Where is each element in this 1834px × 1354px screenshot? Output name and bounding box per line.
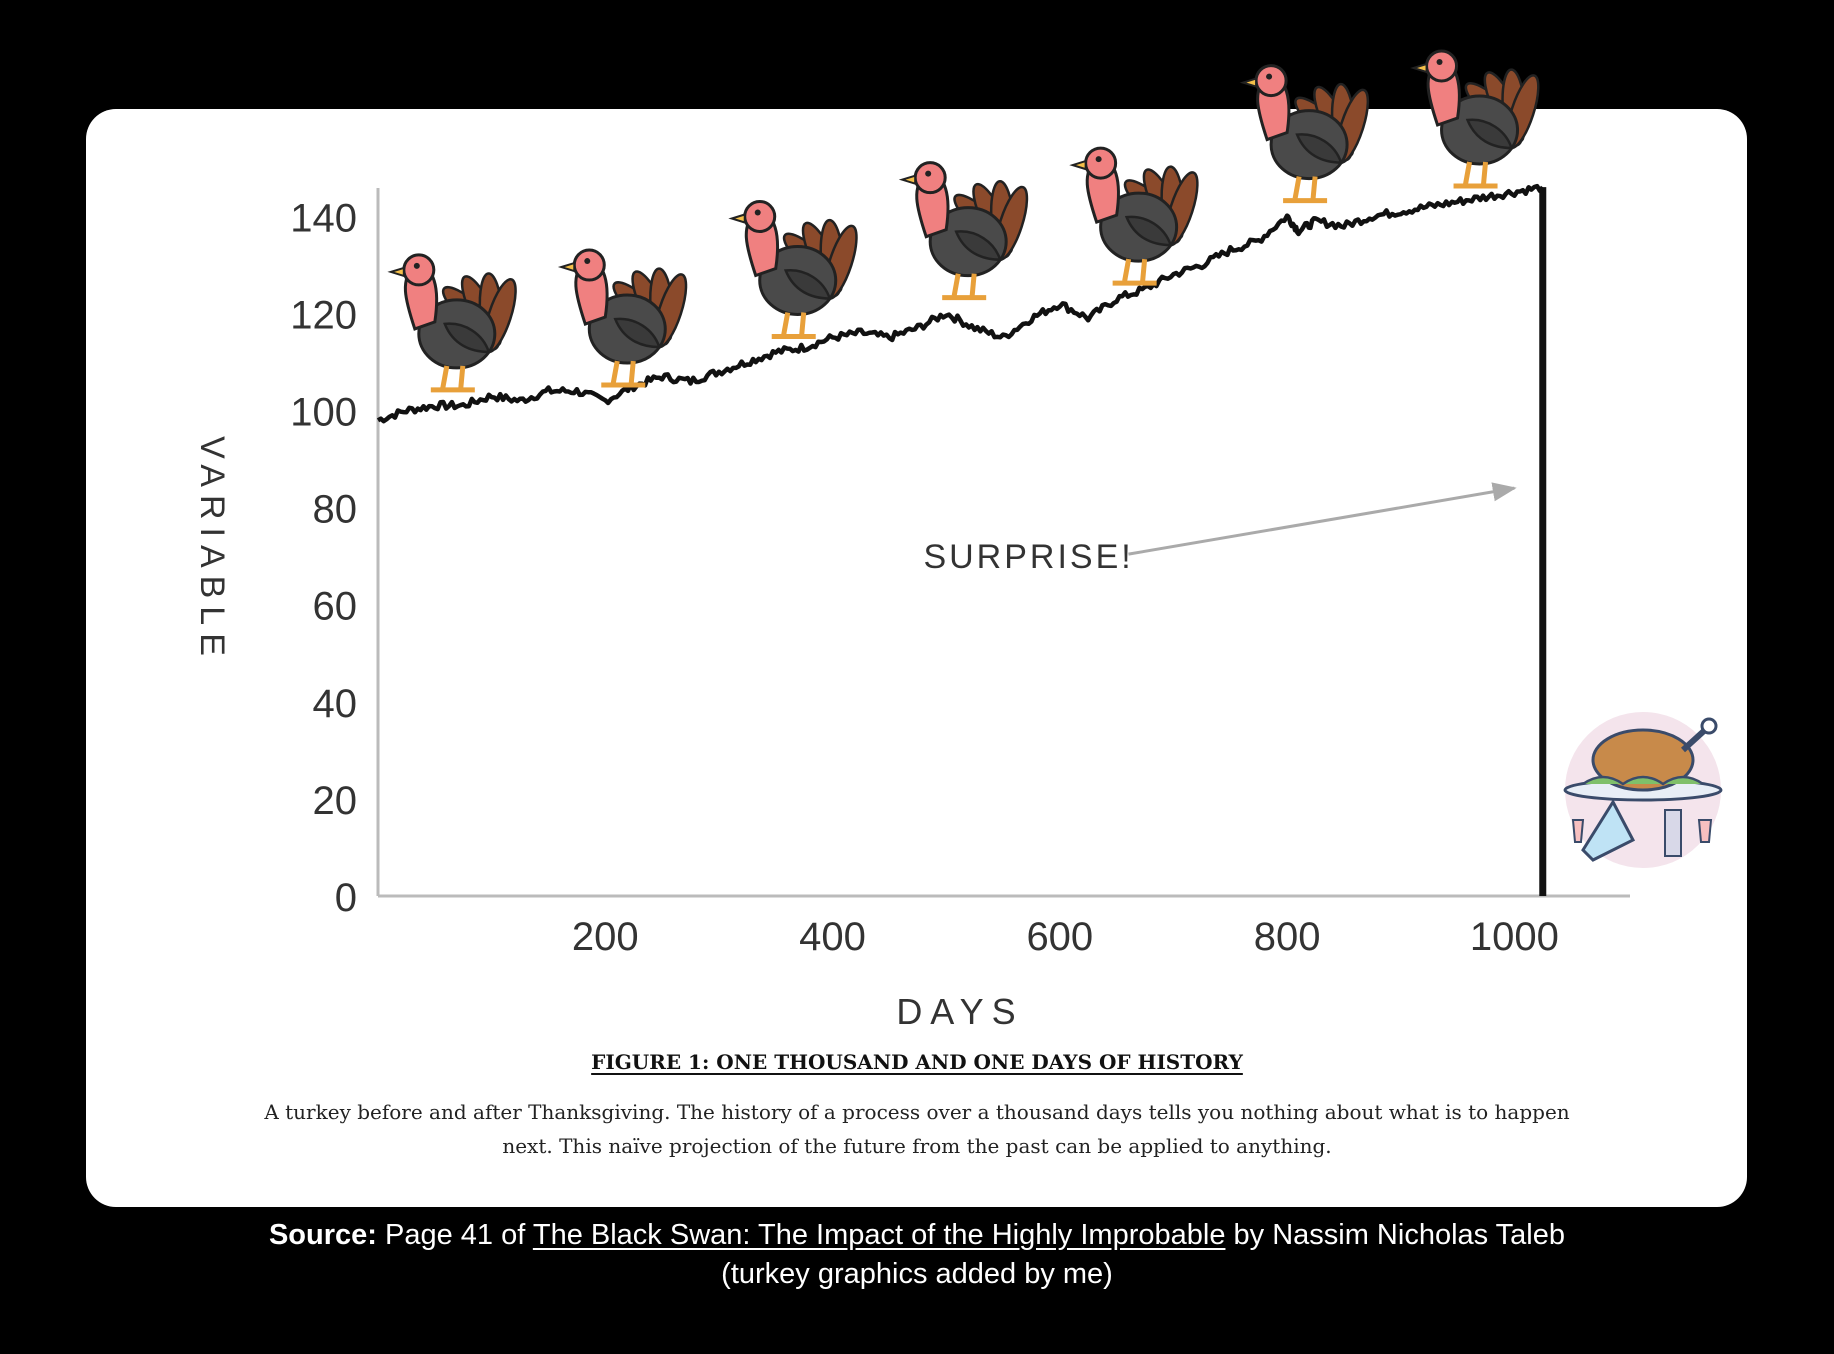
roast-turkey-platter-icon <box>1563 712 1723 868</box>
y-tick-label: 100 <box>290 390 357 434</box>
turkey-wing <box>443 322 491 354</box>
serving-hand <box>1581 798 1636 862</box>
turkey-eye <box>754 209 761 216</box>
y-tick-label: 40 <box>313 682 358 726</box>
turkey-eye <box>584 258 591 265</box>
turkey-head <box>743 200 777 234</box>
turkey-beak <box>728 213 746 224</box>
turkey-eye <box>1436 59 1443 65</box>
source-label: Source: <box>268 1219 377 1251</box>
figure-title-text: FIGURE 1: ONE THOUSAND AND ONE DAYS OF H… <box>591 1050 1243 1074</box>
turkey-icon <box>387 253 517 393</box>
turkey-head <box>913 161 947 195</box>
wine-bottle <box>1664 809 1682 857</box>
turkey-leg <box>1463 161 1473 185</box>
x-tick-label: 400 <box>799 915 866 959</box>
turkey-leg <box>1481 161 1489 185</box>
y-axis-label: VARIABLE <box>193 436 231 664</box>
turkey-head <box>1084 146 1118 180</box>
y-tick-label: 0 <box>335 876 357 920</box>
turkey-icon <box>557 248 688 388</box>
book-title-link[interactable]: The Black Swan: The Impact of the Highly… <box>532 1219 1226 1251</box>
turkey-beak <box>1239 77 1258 88</box>
source-credit: Source: Page 41 of The Black Swan: The I… <box>0 1216 1834 1294</box>
turkey-wing <box>954 230 1002 261</box>
source-prefix: Page 41 of <box>385 1219 526 1251</box>
figure-title: FIGURE 1: ONE THOUSAND AND ONE DAYS OF H… <box>0 1050 1834 1074</box>
turkey-leg <box>458 365 466 389</box>
surprise-arrow <box>1128 482 1517 556</box>
y-tick-label: 120 <box>290 293 357 337</box>
figure-caption: A turkey before and after Thanksgiving. … <box>264 1100 1570 1158</box>
turkey-icon <box>1069 146 1199 286</box>
turkey-wing <box>1295 133 1343 164</box>
turkey-head <box>1425 49 1459 83</box>
turkey-leg <box>969 273 977 296</box>
turkey-beak <box>557 261 576 273</box>
turkey-icon <box>728 200 858 340</box>
turkey-leg <box>781 312 791 335</box>
turkey-leg <box>951 273 961 297</box>
turkey-head <box>402 253 436 287</box>
drumstick-bone <box>1680 727 1708 753</box>
turkey-wing <box>1465 118 1514 150</box>
turkey-leg <box>628 360 636 384</box>
turkey-beak <box>1410 62 1428 74</box>
turkey-icon <box>1410 49 1540 189</box>
turkey-head <box>1254 64 1288 98</box>
figure-card <box>86 109 1747 1207</box>
y-tick-label: 20 <box>313 779 358 823</box>
turkey-leg <box>799 312 807 335</box>
turkey-icon <box>898 161 1029 301</box>
turkey-beak <box>387 266 405 278</box>
turkey-beak <box>1069 159 1087 171</box>
turkey-leg <box>1122 258 1132 282</box>
wine-glass <box>1571 819 1585 843</box>
source-line: Source: Page 41 of The Black Swan: The I… <box>0 1216 1834 1255</box>
x-tick-label: 800 <box>1254 915 1321 959</box>
x-tick-label: 600 <box>1026 915 1093 959</box>
y-tick-label: 140 <box>290 196 357 240</box>
roast-turkey <box>1591 728 1695 792</box>
turkey-wing <box>783 269 832 300</box>
x-tick-label: 200 <box>572 915 639 959</box>
source-note: (turkey graphics added by me) <box>721 1258 1113 1290</box>
turkey-wing <box>613 317 662 349</box>
y-tick-label: 60 <box>313 585 358 629</box>
turkey-leg <box>1310 176 1318 199</box>
surprise-annotation: SURPRISE! <box>923 538 1133 576</box>
turkey-wing <box>1124 215 1173 247</box>
x-axis-label: DAYS <box>896 991 1023 1032</box>
x-tick-label: 1000 <box>1470 915 1559 959</box>
turkey-leg <box>440 365 450 389</box>
wine-glass <box>1697 819 1713 843</box>
turkey-icon <box>1239 64 1370 204</box>
turkey-beak <box>898 174 917 186</box>
turkey-leg <box>1292 176 1302 200</box>
turkey-eye <box>1095 156 1102 163</box>
turkey-leg <box>610 360 620 384</box>
turkey-head <box>572 248 606 282</box>
turkey-eye <box>413 262 420 269</box>
garnish <box>1582 775 1704 786</box>
turkey-leg <box>1140 258 1148 282</box>
y-tick-label: 80 <box>313 488 358 532</box>
series-line <box>376 183 1545 424</box>
source-author: by Nassim Nicholas Taleb <box>1233 1219 1566 1251</box>
turkey-eye <box>925 170 932 177</box>
turkey-eye <box>1266 73 1273 80</box>
bone-end <box>1700 717 1718 735</box>
